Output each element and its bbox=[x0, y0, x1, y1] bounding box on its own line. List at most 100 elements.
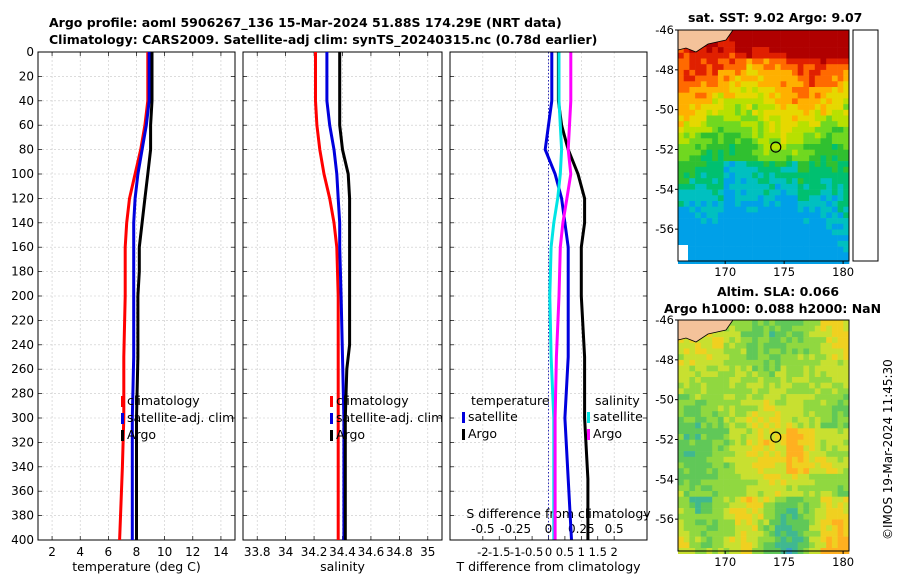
map-cell bbox=[837, 47, 844, 54]
map-cell bbox=[683, 64, 690, 71]
map-cell bbox=[809, 479, 816, 486]
x-tick-label: 33.8 bbox=[244, 545, 271, 559]
map-cell bbox=[769, 411, 776, 418]
map-cell bbox=[797, 405, 804, 412]
map-cell bbox=[678, 508, 684, 515]
map-cell bbox=[837, 161, 844, 168]
map-cell bbox=[717, 252, 724, 259]
map-cell bbox=[678, 121, 684, 128]
map-cell bbox=[757, 456, 764, 463]
map-cell bbox=[717, 399, 724, 406]
map-cell bbox=[700, 416, 707, 423]
legend-diff-t-argo-label: Argo bbox=[468, 426, 497, 441]
map-cell bbox=[803, 75, 810, 82]
map-cell bbox=[683, 189, 690, 196]
map-cell bbox=[678, 462, 684, 469]
map-cell bbox=[843, 212, 850, 219]
map-cell bbox=[683, 456, 690, 463]
map-cell bbox=[695, 456, 702, 463]
map-cell bbox=[769, 428, 776, 435]
map-cell bbox=[752, 115, 759, 122]
map-cell bbox=[729, 98, 736, 105]
map-cell bbox=[814, 468, 821, 475]
map-cell bbox=[843, 513, 850, 520]
map-cell bbox=[678, 149, 684, 156]
x-tick-label: 2 bbox=[611, 545, 618, 559]
map-cell bbox=[814, 399, 821, 406]
map-cell bbox=[706, 138, 713, 145]
map-cell bbox=[774, 542, 781, 549]
map-cell bbox=[706, 58, 713, 65]
map-cell bbox=[746, 337, 753, 344]
map-cell bbox=[706, 359, 713, 366]
map-cell bbox=[695, 218, 702, 225]
map-cell bbox=[700, 354, 707, 361]
map-cell bbox=[803, 206, 810, 213]
map-cell bbox=[797, 121, 804, 128]
map-cell bbox=[700, 195, 707, 202]
map-cell bbox=[712, 52, 719, 59]
map-cell bbox=[837, 166, 844, 173]
map-cell bbox=[752, 64, 759, 71]
map-cell bbox=[797, 41, 804, 48]
map-cell bbox=[723, 223, 730, 230]
map-cell bbox=[797, 98, 804, 105]
map-cell bbox=[837, 126, 844, 133]
x-tick-label: -2 bbox=[477, 545, 488, 559]
map-cell bbox=[826, 371, 833, 378]
map-cell bbox=[803, 337, 810, 344]
map-cell bbox=[729, 530, 736, 537]
map-cell bbox=[706, 525, 713, 532]
map-cell bbox=[814, 536, 821, 543]
map-cell bbox=[763, 411, 770, 418]
legend-sal-2-label: Argo bbox=[336, 427, 365, 442]
map-cell bbox=[797, 104, 804, 111]
map-cell bbox=[746, 416, 753, 423]
map-cell bbox=[774, 377, 781, 383]
map-cell bbox=[809, 416, 816, 423]
map-cell bbox=[706, 530, 713, 537]
map-cell bbox=[774, 58, 781, 65]
map-cell bbox=[752, 451, 759, 458]
map-cell bbox=[814, 434, 821, 440]
map-cell bbox=[735, 41, 741, 48]
map-cell bbox=[706, 513, 713, 520]
map-cell bbox=[803, 35, 810, 42]
series-sal-argo bbox=[338, 52, 352, 540]
map-cell bbox=[780, 542, 787, 549]
map-cell bbox=[706, 144, 713, 150]
legend-sal-1-label: satellite-adj. clim bbox=[336, 410, 443, 425]
map-cell bbox=[729, 87, 736, 93]
map-cell bbox=[735, 75, 741, 82]
map-cell bbox=[786, 428, 793, 435]
series-temperature-satellite bbox=[543, 52, 573, 541]
map-cell bbox=[757, 462, 764, 469]
map-cell bbox=[837, 121, 844, 128]
map-cell bbox=[695, 115, 702, 122]
map-cell bbox=[700, 456, 707, 463]
map-cell bbox=[786, 422, 793, 429]
map-cell bbox=[678, 69, 684, 76]
map-cell bbox=[843, 166, 850, 173]
map-cell bbox=[763, 87, 770, 93]
map-cell bbox=[757, 195, 764, 202]
map-cell bbox=[809, 473, 816, 480]
map-cell bbox=[820, 411, 827, 418]
map-cell bbox=[774, 513, 781, 520]
map-cell bbox=[712, 229, 719, 236]
map-cell bbox=[689, 104, 696, 111]
map-cell bbox=[814, 240, 821, 247]
map-cell bbox=[689, 479, 696, 486]
map-cell bbox=[803, 451, 810, 458]
map-cell bbox=[729, 229, 736, 236]
map-cell bbox=[843, 35, 850, 42]
map-cell bbox=[820, 399, 827, 406]
map-cell bbox=[792, 218, 798, 225]
map-cell bbox=[792, 399, 798, 406]
map-cell bbox=[826, 405, 833, 412]
map-cell bbox=[717, 201, 724, 207]
map-cell bbox=[763, 201, 770, 207]
map-cell bbox=[837, 399, 844, 406]
map-cell bbox=[723, 513, 730, 520]
map-cell bbox=[700, 513, 707, 520]
